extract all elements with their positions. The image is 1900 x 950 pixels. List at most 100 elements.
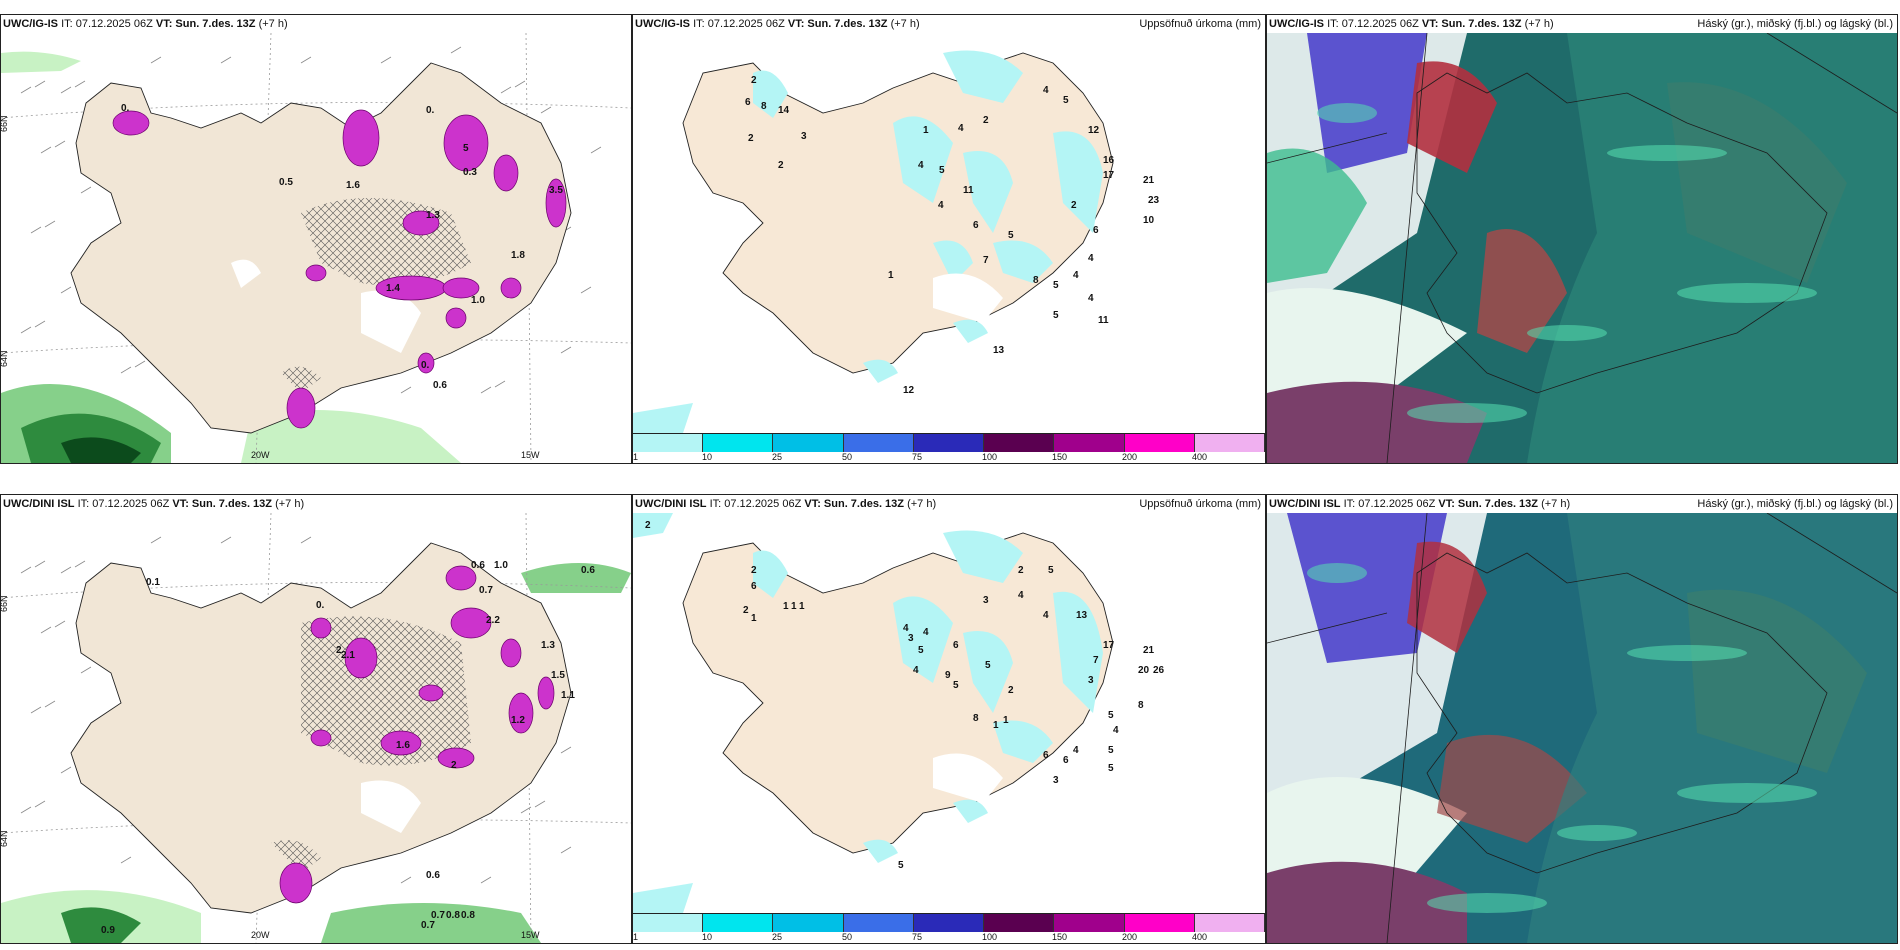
panel-header: UWC/DINI ISL IT: 07.12.2025 06Z VT: Sun.… xyxy=(635,498,937,510)
svg-text:2: 2 xyxy=(1008,685,1014,696)
svg-text:5: 5 xyxy=(463,143,469,154)
colorbar-tick: 75 xyxy=(912,452,923,462)
svg-text:2: 2 xyxy=(743,605,749,616)
svg-text:5: 5 xyxy=(939,165,945,176)
svg-text:8: 8 xyxy=(761,101,767,112)
svg-text:5: 5 xyxy=(1048,565,1054,576)
svg-text:6: 6 xyxy=(953,640,959,651)
colorbar-tick: 25 xyxy=(772,452,783,462)
svg-text:6: 6 xyxy=(1043,750,1049,761)
svg-text:9: 9 xyxy=(945,670,951,681)
precip-colorbar: 1 10 25 50 75 100 150 200 400 xyxy=(633,913,1265,943)
svg-text:2: 2 xyxy=(1018,565,1024,576)
svg-text:4: 4 xyxy=(913,665,919,676)
svg-text:16: 16 xyxy=(1103,155,1115,166)
svg-text:0.7: 0.7 xyxy=(479,585,493,596)
map-svg xyxy=(1267,32,1897,463)
svg-text:1: 1 xyxy=(888,270,894,281)
svg-text:5: 5 xyxy=(985,660,991,671)
colorbar-box xyxy=(633,434,704,452)
svg-text:1: 1 xyxy=(923,125,929,136)
panel-header: UWC/IG-IS IT: 07.12.2025 06Z VT: Sun. 7.… xyxy=(635,18,920,30)
svg-text:1: 1 xyxy=(751,613,757,624)
svg-text:11: 11 xyxy=(1098,315,1109,326)
colorbar-tick: 75 xyxy=(912,932,923,942)
svg-text:21: 21 xyxy=(1143,175,1155,186)
svg-text:0.5: 0.5 xyxy=(279,177,293,188)
svg-text:2: 2 xyxy=(983,115,989,126)
panel-header: UWC/IG-IS IT: 07.12.2025 06Z VT: Sun. 7.… xyxy=(3,18,288,30)
panel-title: Uppsöfnuð úrkoma (mm) xyxy=(1139,498,1261,510)
svg-text:5: 5 xyxy=(1053,280,1059,291)
svg-text:2: 2 xyxy=(778,160,784,171)
svg-text:2: 2 xyxy=(1071,200,1077,211)
svg-text:0.9: 0.9 xyxy=(101,925,115,936)
svg-text:1.3: 1.3 xyxy=(541,640,555,651)
svg-text:7: 7 xyxy=(1093,655,1099,666)
svg-text:1.6: 1.6 xyxy=(396,740,410,751)
svg-text:3: 3 xyxy=(983,595,989,606)
svg-text:15W: 15W xyxy=(521,930,540,940)
svg-text:23: 23 xyxy=(1148,195,1160,206)
svg-text:1.1: 1.1 xyxy=(561,690,575,701)
wind-precip-map: 0.1 0.6 1.0 0.7 0.6 2.2 2 0. 1.3 1.5 1.1 1.2 2.1… xyxy=(1,512,631,943)
svg-text:2: 2 xyxy=(748,133,754,144)
cloud-map xyxy=(1267,32,1897,463)
svg-text:0.3: 0.3 xyxy=(463,167,477,178)
panel-header: UWC/DINI ISL IT: 07.12.2025 06Z VT: Sun.… xyxy=(3,498,305,510)
cloud-cover-panel-top: UWC/IG-IS IT: 07.12.2025 06Z VT: Sun. 7.… xyxy=(1266,14,1898,464)
svg-text:4: 4 xyxy=(1043,85,1049,96)
svg-text:66N: 66N xyxy=(1,115,9,132)
svg-text:5: 5 xyxy=(1008,230,1014,241)
svg-text:5: 5 xyxy=(1053,310,1059,321)
panel-title: Uppsöfnuð úrkoma (mm) xyxy=(1139,18,1261,30)
wind-precip-panel-top: UWC/IG-IS IT: 07.12.2025 06Z VT: Sun. 7.… xyxy=(0,14,632,464)
svg-text:5: 5 xyxy=(918,645,924,656)
svg-text:1: 1 xyxy=(1003,715,1009,726)
svg-text:6: 6 xyxy=(751,581,757,592)
colorbar-tick: 400 xyxy=(1192,932,1208,942)
iceland-landmass xyxy=(682,52,1114,374)
svg-text:0.6: 0.6 xyxy=(581,565,595,576)
svg-text:26: 26 xyxy=(1153,665,1165,676)
colorbar-ticks: 1 10 25 50 75 100 150 200 400 xyxy=(633,452,1265,463)
svg-text:1.0: 1.0 xyxy=(494,560,508,571)
svg-text:0.: 0. xyxy=(121,103,130,114)
cloud-map xyxy=(1267,512,1897,943)
svg-text:14: 14 xyxy=(778,105,790,116)
svg-text:2.1: 2.1 xyxy=(341,650,355,661)
svg-text:1.0: 1.0 xyxy=(471,295,485,306)
iceland-landmass xyxy=(682,532,1114,854)
svg-text:0.1: 0.1 xyxy=(146,577,160,588)
svg-text:3: 3 xyxy=(1088,675,1094,686)
accumulated-precip-panel-top: UWC/IG-IS IT: 07.12.2025 06Z VT: Sun. 7.… xyxy=(632,14,1266,464)
colorbar-tick: 50 xyxy=(842,452,853,462)
svg-text:21: 21 xyxy=(1143,645,1155,656)
colorbar-tick: 400 xyxy=(1192,452,1208,462)
svg-text:15W: 15W xyxy=(521,450,540,460)
colorbar-tick: 200 xyxy=(1122,452,1138,462)
map-svg: 0. 0.5 0.30.5 1.6 1.31.40. 3.51.81.0 0.6 6… xyxy=(1,32,631,463)
svg-text:1: 1 xyxy=(783,601,789,612)
svg-text:2: 2 xyxy=(751,75,757,86)
colorbar-box xyxy=(773,914,844,932)
colorbar-box xyxy=(1194,434,1265,452)
svg-text:4: 4 xyxy=(918,160,924,171)
svg-text:0.7: 0.7 xyxy=(421,920,435,931)
svg-text:0.6: 0.6 xyxy=(433,380,447,391)
svg-text:4: 4 xyxy=(938,200,944,211)
colorbar-boxes xyxy=(633,913,1265,932)
svg-text:8: 8 xyxy=(1033,275,1039,286)
svg-text:17: 17 xyxy=(1103,170,1115,181)
svg-text:4: 4 xyxy=(1073,270,1079,281)
colorbar-tick: 50 xyxy=(842,932,853,942)
svg-text:3: 3 xyxy=(1053,775,1059,786)
colorbar-box xyxy=(703,434,774,452)
svg-text:2: 2 xyxy=(336,645,342,656)
svg-text:1.3: 1.3 xyxy=(426,210,440,221)
svg-text:4: 4 xyxy=(1113,725,1119,736)
colorbar-tick: 25 xyxy=(772,932,783,942)
